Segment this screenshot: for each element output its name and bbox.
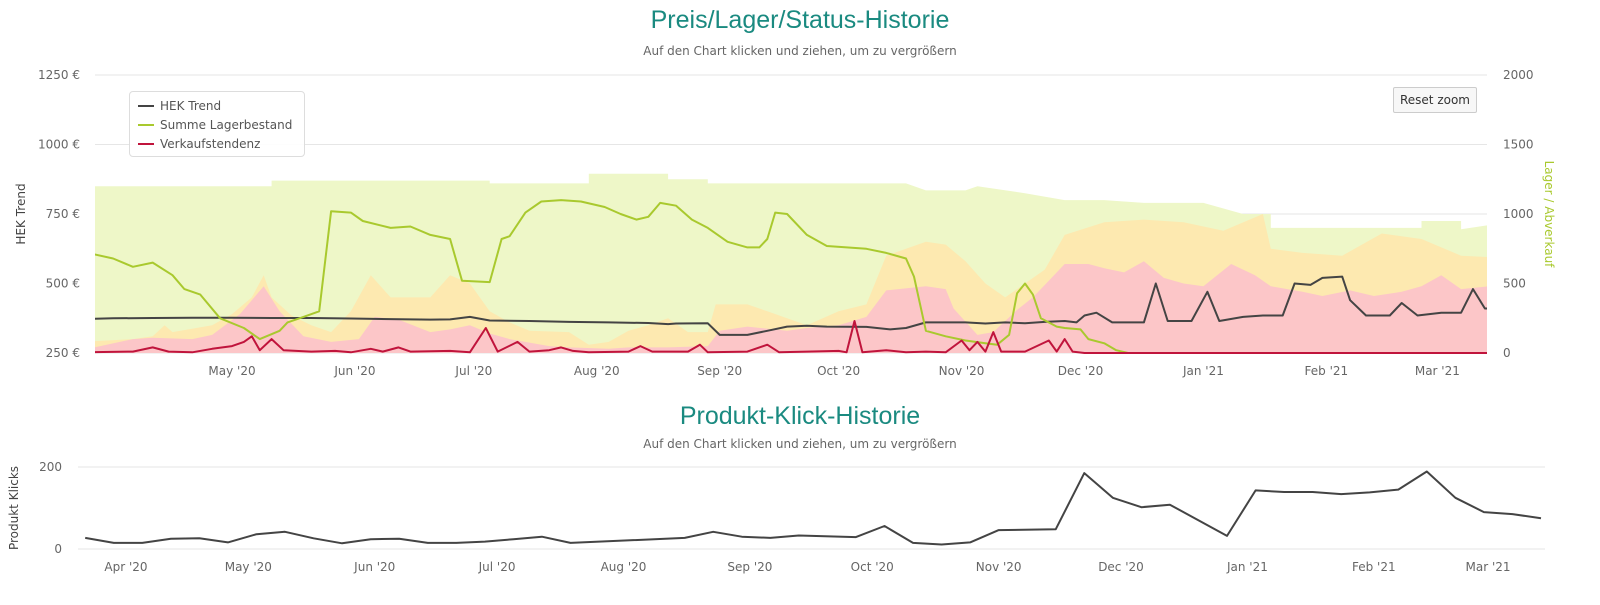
y-right-tick-label: 500 bbox=[1503, 277, 1526, 291]
y-left-axis-title: HEK Trend bbox=[14, 183, 28, 244]
y-right-axis-title: Lager / Abverkauf bbox=[1542, 161, 1556, 269]
y-left-tick-label: 750 € bbox=[46, 207, 80, 221]
series-line-summe-lagerbestand bbox=[95, 199, 1487, 354]
y-tick-label: 200 bbox=[39, 460, 62, 474]
x-tick-label: Sep '20 bbox=[727, 560, 772, 574]
y-right-tick-label: 1000 bbox=[1503, 207, 1534, 221]
legend-item-hek-trend[interactable]: HEK Trend bbox=[130, 96, 304, 115]
x-tick-label: Sep '20 bbox=[697, 364, 742, 378]
x-tick-label: Jun '20 bbox=[353, 560, 395, 574]
plot-area[interactable] bbox=[81, 95, 1600, 354]
chart-subtitle-bottom: Auf den Chart klicken und ziehen, um zu … bbox=[643, 437, 957, 451]
x-tick-label: Jul '20 bbox=[454, 364, 492, 378]
x-tick-label: Jan '21 bbox=[1182, 364, 1224, 378]
x-tick-label: Nov '20 bbox=[976, 560, 1022, 574]
series-line-verkaufstendenz bbox=[95, 320, 1487, 354]
legend-label: Summe Lagerbestand bbox=[160, 117, 293, 132]
x-tick-label: Mar '21 bbox=[1415, 364, 1460, 378]
y-axis-title: Produkt Klicks bbox=[7, 466, 21, 550]
chart-title-bottom: Produkt-Klick-Historie bbox=[679, 402, 921, 430]
x-tick-label: Mar '21 bbox=[1465, 560, 1510, 574]
x-tick-label: Feb '21 bbox=[1352, 560, 1396, 574]
chart-subtitle-top: Auf den Chart klicken und ziehen, um zu … bbox=[643, 44, 957, 58]
y-left-tick-label: 500 € bbox=[46, 277, 80, 291]
legend-label: Verkaufstendenz bbox=[160, 136, 261, 151]
series-line-hek-trend bbox=[95, 275, 1487, 336]
legend-label: HEK Trend bbox=[160, 98, 222, 113]
area-status-red bbox=[95, 261, 1487, 353]
x-tick-label: Nov '20 bbox=[939, 364, 985, 378]
legend-item-lagerbestand[interactable]: Summe Lagerbestand bbox=[130, 115, 304, 134]
y-left-tick-label: 1000 € bbox=[38, 138, 80, 152]
reset-zoom-button[interactable]: Reset zoom bbox=[1393, 87, 1477, 113]
y-left-tick-label: 250 € bbox=[46, 346, 80, 360]
y-tick-label: 0 bbox=[54, 542, 62, 556]
legend-item-verkaufstendenz[interactable]: Verkaufstendenz bbox=[130, 134, 304, 153]
x-tick-label: Aug '20 bbox=[574, 364, 620, 378]
x-tick-label: Oct '20 bbox=[851, 560, 894, 574]
x-tick-label: May '20 bbox=[225, 560, 272, 574]
x-tick-label: Oct '20 bbox=[817, 364, 860, 378]
chart-legend: HEK Trend Summe Lagerbestand Verkaufsten… bbox=[129, 91, 305, 157]
y-right-tick-label: 2000 bbox=[1503, 68, 1534, 82]
price-stock-status-chart[interactable]: 250 € 500 € 750 € 1000 € 1250 € 0 500 1000 1500 2… bbox=[0, 0, 1600, 390]
x-tick-label: Jan '21 bbox=[1226, 560, 1268, 574]
x-tick-label: Jun '20 bbox=[333, 364, 375, 378]
series-line-product-clicks bbox=[85, 470, 1542, 546]
x-tick-label: Jul '20 bbox=[478, 560, 516, 574]
x-tick-label: Dec '20 bbox=[1058, 364, 1104, 378]
x-tick-label: Feb '21 bbox=[1305, 364, 1349, 378]
legend-swatch-verkauf bbox=[138, 142, 154, 145]
y-left-tick-label: 1250 € bbox=[38, 68, 80, 82]
x-tick-label: Apr '20 bbox=[104, 560, 147, 574]
legend-swatch-hek bbox=[138, 104, 154, 107]
chart-title-top: Preis/Lager/Status-Historie bbox=[650, 6, 950, 34]
y-right-tick-label: 1500 bbox=[1503, 138, 1534, 152]
x-tick-label: May '20 bbox=[208, 364, 255, 378]
y-right-tick-label: 0 bbox=[1503, 346, 1511, 360]
x-tick-label: Dec '20 bbox=[1098, 560, 1144, 574]
x-tick-label: Aug '20 bbox=[601, 560, 647, 574]
legend-swatch-lager bbox=[138, 123, 154, 126]
